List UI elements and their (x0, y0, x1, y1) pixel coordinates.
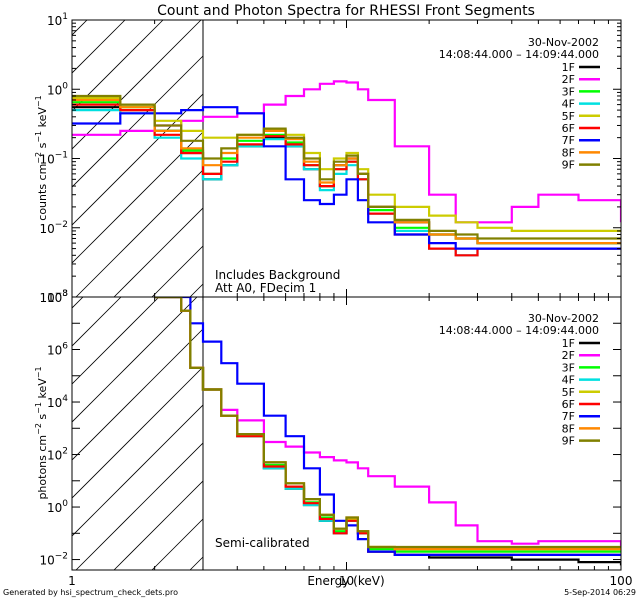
legend-label-7F: 7F (562, 134, 575, 147)
ytick-label-1e-3: 10−3 (39, 289, 68, 305)
series-9F (154, 297, 621, 549)
footer-timestamp: 5-Sep-2014 06:29 (564, 588, 636, 597)
legend-label-9F: 9F (562, 435, 575, 448)
hatch-line (72, 297, 198, 423)
ytick-label-1e-1: 10−1 (39, 151, 68, 167)
legend-label-2F: 2F (562, 349, 575, 362)
legend-label-3F: 3F (562, 361, 575, 374)
xtick-label-10: 10 (339, 574, 354, 588)
attenuator-hatch (72, 20, 621, 297)
legend-label-6F: 6F (562, 122, 575, 135)
hatch-line (72, 20, 126, 74)
legend-label-1F: 1F (562, 337, 575, 350)
hatch-line (72, 297, 122, 347)
legend-label-8F: 8F (562, 422, 575, 435)
hatch-line (72, 20, 164, 112)
count-axis-ticks (71, 19, 621, 298)
attenuator-hatch-bottom (72, 297, 621, 570)
xtick-label-100: 100 (610, 574, 633, 588)
ytick-label-1e-2: 10−2 (39, 220, 68, 236)
legend-label-3F: 3F (562, 85, 575, 98)
legend-label-8F: 8F (562, 146, 575, 159)
count-annotation-background: Includes Background (215, 268, 340, 282)
ytick-label-1e6-bottom: 106 (47, 342, 68, 358)
photon-date: 30-Nov-2002 (528, 312, 599, 325)
series-6F (72, 103, 621, 257)
photon-spectrum-panel: 10−2 100 102 104 106 108 1 10 100 photon… (34, 289, 633, 588)
legend-label-1F: 1F (562, 61, 575, 74)
photon-y-axis-label: photons cm−2 s−1 keV−1 (34, 366, 49, 499)
count-y-axis-label: counts cm−2 s−1 keV−1 (34, 95, 49, 220)
legend-label-7F: 7F (562, 410, 575, 423)
hatch-mask (202, 297, 621, 570)
photon-tick-labels: 10−2 100 102 104 106 108 (39, 289, 68, 568)
ytick-label-1e0: 100 (47, 81, 68, 97)
count-series-group (72, 80, 621, 257)
ytick-label-1e-2-bottom: 10−2 (39, 552, 68, 568)
x-axis-label: Energy (keV) (307, 574, 384, 588)
ytick-label-1e1: 101 (47, 12, 68, 28)
ytick-label-1e0-bottom: 100 (47, 499, 68, 515)
hatch-line (72, 297, 160, 385)
hatch-line (72, 20, 240, 188)
hatch-mask (202, 20, 621, 297)
footer-generator: Generated by hsi_spectrum_check_dets.pro (3, 588, 178, 597)
photon-series-group (154, 297, 621, 566)
legend-label-5F: 5F (562, 110, 575, 123)
ytick-label-1e4-bottom: 104 (47, 394, 68, 410)
count-time-range: 14:08:44.000 – 14:09:44.000 (439, 48, 599, 61)
count-tick-labels: 10−3 10−2 10−1 100 101 (39, 12, 68, 305)
legend-label-4F: 4F (562, 374, 575, 387)
legend-label-4F: 4F (562, 98, 575, 111)
series-9F (72, 94, 621, 240)
hatch-line (72, 20, 202, 150)
series-7F (72, 106, 621, 250)
chart-title: Count and Photon Spectra for RHESSI Fron… (157, 3, 535, 19)
series-2F (72, 80, 621, 224)
ytick-label-1e8-bottom: 108 (47, 289, 68, 305)
count-spectrum-panel: 10−3 10−2 10−1 100 101 counts cm−2 s−1 k… (34, 12, 622, 305)
legend-label-2F: 2F (562, 73, 575, 86)
count-date: 30-Nov-2002 (528, 36, 599, 49)
series-8F (72, 98, 621, 245)
legend-label-6F: 6F (562, 398, 575, 411)
photon-axis-ticks (71, 296, 621, 570)
series-7F (154, 297, 621, 556)
ytick-label-1e2-bottom: 102 (47, 447, 68, 463)
xtick-label-1: 1 (68, 574, 76, 588)
count-annotation-attenuator: Att A0, FDecim 1 (215, 281, 316, 295)
photon-annotation-semicalibrated: Semi-calibrated (215, 536, 310, 550)
photon-time-range: 14:08:44.000 – 14:09:44.000 (439, 324, 599, 337)
legend-label-9F: 9F (562, 159, 575, 172)
legend-label-5F: 5F (562, 386, 575, 399)
